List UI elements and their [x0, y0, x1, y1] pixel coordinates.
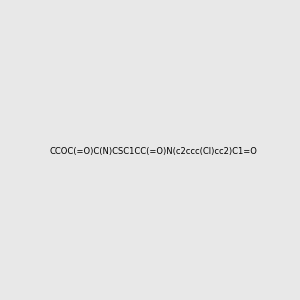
Text: CCOC(=O)C(N)CSC1CC(=O)N(c2ccc(Cl)cc2)C1=O: CCOC(=O)C(N)CSC1CC(=O)N(c2ccc(Cl)cc2)C1=… [50, 147, 258, 156]
